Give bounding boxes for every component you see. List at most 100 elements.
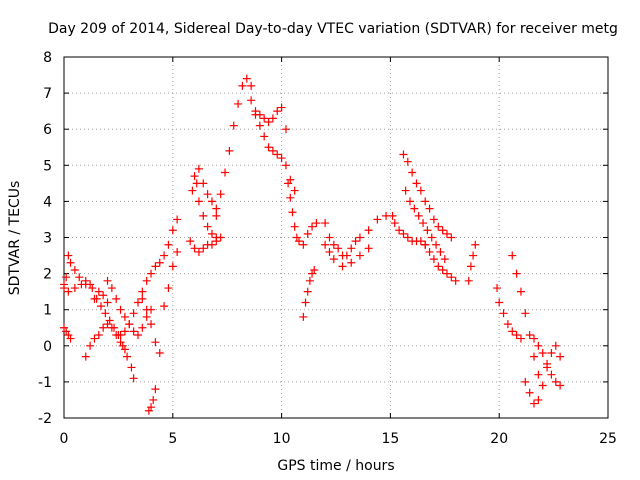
data-point [442,229,451,238]
data-point [342,251,351,260]
data-point [133,330,142,339]
data-point [295,237,304,246]
data-point [142,305,151,314]
data-point [190,172,199,181]
data-point [101,309,110,318]
data-point [273,150,282,159]
data-point [347,244,356,253]
data-point [225,146,234,155]
data-point [414,211,423,220]
x-axis-label: GPS time / hours [277,458,394,474]
data-point [190,244,199,253]
data-point [123,352,132,361]
data-point [447,233,456,242]
data-point [129,374,138,383]
data-point [425,204,434,213]
data-point [138,294,147,303]
data-point [299,312,308,321]
data-point [160,251,169,260]
data-point [299,240,308,249]
data-point [429,215,438,224]
data-point [495,298,504,307]
data-point [247,96,256,105]
data-point [432,240,441,249]
y-axis-label: SDTVAR / TECUs [7,181,23,296]
data-point [321,219,330,228]
data-point [538,349,547,358]
data-point [188,186,197,195]
data-point [427,233,436,242]
data-point [60,323,68,332]
data-point [168,226,177,235]
data-point [221,168,230,177]
data-point [512,330,521,339]
data-point [144,406,153,415]
data-point [173,247,182,256]
data-point [388,211,397,220]
data-point [325,233,334,242]
data-point [203,222,212,231]
data-point [277,154,286,163]
data-point [147,320,156,329]
data-point [434,222,443,231]
data-point [260,114,269,123]
data-point [64,330,73,339]
chart-title: Day 209 of 2014, Sidereal Day-to-day VTE… [48,21,618,37]
data-point [207,240,216,249]
data-point [90,334,99,343]
data-point [66,258,75,267]
data-point [303,287,312,296]
data-point [77,280,86,289]
data-point [160,302,169,311]
data-point [442,269,451,278]
data-point [273,107,282,116]
data-point [247,81,256,90]
data-point [88,284,97,293]
y-tick-label: -2 [38,411,52,427]
data-point [62,273,71,282]
data-point [530,352,539,361]
data-point [538,381,547,390]
data-point [120,312,129,321]
data-point [120,327,129,336]
data-point [534,370,543,379]
data-point [556,381,565,390]
data-point [308,269,317,278]
data-point [556,352,565,361]
data-point [438,226,447,235]
data-point [466,262,475,271]
data-point [530,399,539,408]
data-point [86,341,95,350]
x-tick-label: 25 [599,431,617,447]
data-point [284,179,293,188]
data-point [421,240,430,249]
data-point [403,157,412,166]
data-point [112,294,121,303]
data-point [290,186,299,195]
data-point [310,265,319,274]
data-point [66,334,75,343]
data-point [329,255,338,264]
data-point [416,186,425,195]
data-point [234,99,243,108]
data-points [60,74,565,415]
data-point [325,247,334,256]
data-point [288,208,297,217]
data-point [525,388,534,397]
data-point [203,190,212,199]
data-point [207,197,216,206]
y-tick-label: 1 [43,303,52,319]
data-point [451,276,460,285]
data-point [425,247,434,256]
data-point [516,334,525,343]
data-point [355,233,364,242]
data-point [399,150,408,159]
data-point [303,229,312,238]
data-point [142,276,151,285]
x-tick-label: 0 [60,431,69,447]
y-tick-label: 0 [43,339,52,355]
data-point [543,359,552,368]
data-point [423,226,432,235]
data-point [229,121,238,130]
data-point [499,309,508,318]
